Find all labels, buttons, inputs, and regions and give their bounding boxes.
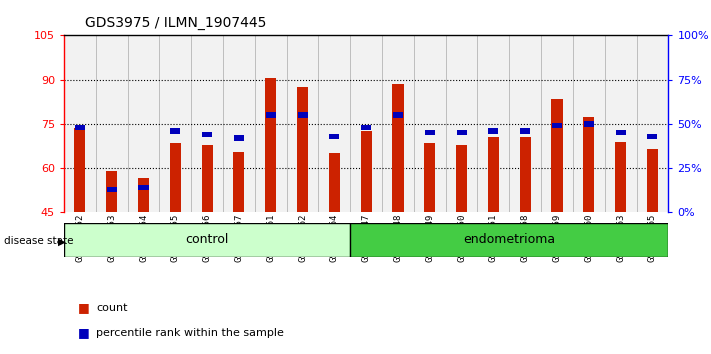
Bar [615,142,626,212]
Bar [636,35,668,212]
Bar [393,113,403,118]
Bar [170,143,181,212]
Bar [584,121,594,127]
Bar [191,35,223,212]
Bar [520,129,530,134]
Text: count: count [96,303,127,313]
Bar [297,113,308,118]
Bar [75,125,85,130]
Bar [75,128,85,212]
Bar [287,35,319,212]
Bar [106,171,117,212]
Bar [297,87,308,212]
Bar [139,185,149,190]
Bar [202,132,212,137]
Text: ▶: ▶ [58,236,66,246]
Bar [138,178,149,212]
Bar [446,35,478,212]
Bar [382,35,414,212]
Bar [552,123,562,128]
Bar [107,187,117,192]
Bar [329,134,339,139]
Bar [265,78,277,212]
Bar [96,35,127,212]
Text: ■: ■ [78,326,90,339]
Bar [351,35,382,212]
Bar [541,35,573,212]
Bar [605,35,636,212]
Bar [233,152,245,212]
Bar [616,130,626,135]
Bar [351,223,668,257]
Bar [509,35,541,212]
Bar [328,153,340,212]
Bar [488,129,498,134]
Bar [414,35,446,212]
Text: percentile rank within the sample: percentile rank within the sample [96,328,284,338]
Bar [520,137,531,212]
Bar [648,134,658,139]
Bar [319,35,351,212]
Bar [64,35,96,212]
Bar [361,125,371,130]
Bar [488,137,499,212]
Bar [456,130,466,135]
Text: control: control [186,233,229,246]
Bar [159,35,191,212]
Bar [424,130,435,135]
Bar [552,99,562,212]
Bar [478,35,509,212]
Bar [360,131,372,212]
Bar [456,144,467,212]
Bar [234,135,244,141]
Bar [647,149,658,212]
Bar [392,84,404,212]
Text: disease state: disease state [4,236,73,246]
Bar [573,35,605,212]
Bar [223,35,255,212]
Bar [583,116,594,212]
Bar [64,223,351,257]
Bar [171,129,181,134]
Bar [127,35,159,212]
Text: ■: ■ [78,302,90,314]
Text: endometrioma: endometrioma [464,233,555,246]
Bar [266,113,276,118]
Bar [201,144,213,212]
Bar [424,143,435,212]
Text: GDS3975 / ILMN_1907445: GDS3975 / ILMN_1907445 [85,16,267,30]
Bar [255,35,287,212]
